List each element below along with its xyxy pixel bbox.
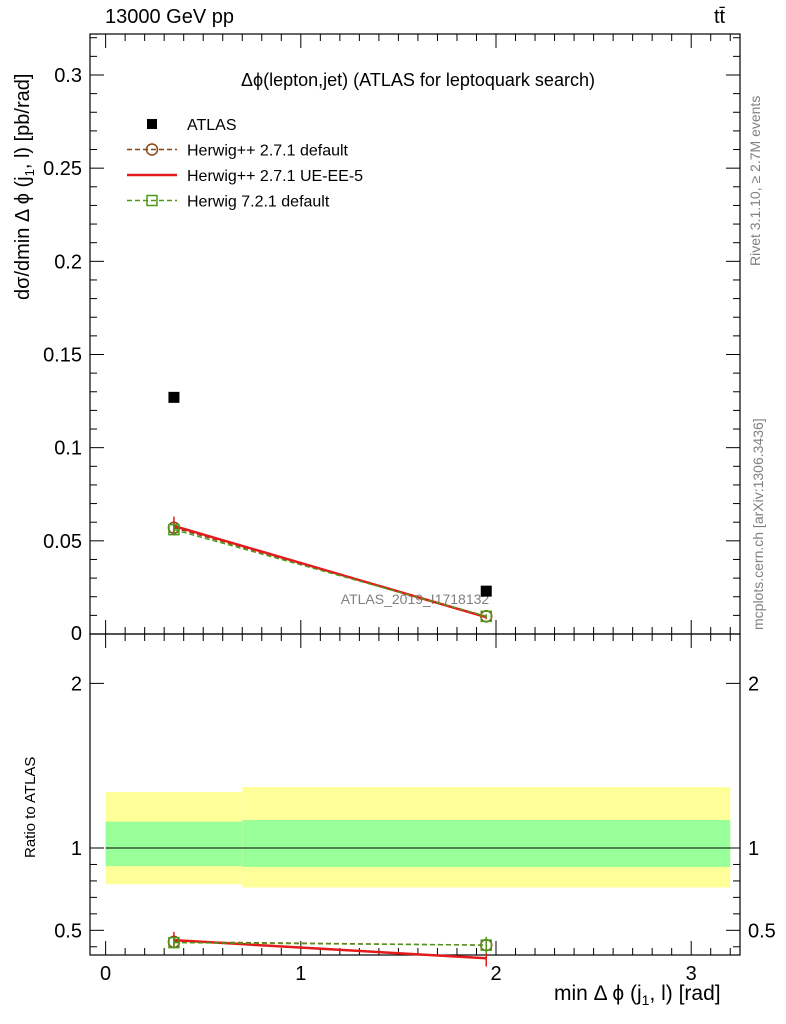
x-tick-label: 0 [100, 963, 111, 985]
ratio-uncertainty-bands [105, 787, 731, 888]
ratio-y-tick-label-left: 0.5 [54, 920, 82, 942]
ratio-series-herwig-7-2-1-default [168, 936, 492, 954]
plot-title: Δϕ(lepton,jet) (ATLAS for leptoquark sea… [241, 70, 595, 90]
ratio-series-herwig-2-7-1-ue-ee-5 [173, 931, 487, 967]
inner-band-0 [105, 821, 243, 867]
ratio-point-marker [168, 936, 180, 949]
main-point-marker [168, 523, 180, 536]
analysis-watermark: ATLAS_2019_I1718132 [341, 591, 490, 607]
inner-band-1 [242, 820, 731, 867]
ratio-y-tick-label-left: 1 [71, 838, 82, 860]
ratio-y-tick-label-left: 2 [71, 673, 82, 695]
y-tick-label: 0.15 [43, 344, 82, 366]
x-tick-label: 1 [295, 963, 306, 985]
legend-label: Herwig++ 2.7.1 default [187, 143, 349, 160]
legend-item: Herwig++ 2.7.1 default [127, 143, 349, 160]
ratio-point-marker [480, 939, 492, 951]
y-tick-label: 0.2 [54, 251, 82, 273]
legend-item: ATLAS [147, 117, 237, 134]
main-series-line [173, 528, 487, 617]
process-label: 13000 GeV pp [105, 6, 234, 28]
legend-label: Herwig 7.2.1 default [187, 194, 330, 211]
legend-marker [145, 143, 159, 156]
legend: ATLAS Herwig++ 2.7.1 default Herwig++ 2.7.… [127, 117, 363, 211]
ratio-series-line [173, 941, 487, 946]
x-tick-label: 3 [686, 963, 697, 985]
legend-marker [147, 119, 157, 129]
axis-ticks [90, 34, 740, 955]
legend-label: ATLAS [187, 117, 237, 134]
y-tick-label: 0.25 [43, 158, 82, 180]
legend-label: Herwig++ 2.7.1 UE-EE-5 [187, 168, 363, 185]
ttbar-label: tt̄ [714, 6, 726, 28]
legend-item: Herwig++ 2.7.1 UE-EE-5 [127, 168, 363, 185]
y-tick-label: 0.1 [54, 438, 82, 460]
main-series-herwig-7-2-1-default [168, 523, 492, 623]
main-series-line [173, 524, 487, 619]
legend-marker [146, 194, 158, 207]
x-axis-label: min Δ ϕ (j1, l) [rad] [554, 982, 721, 1009]
x-tick-label: 2 [490, 963, 501, 985]
main-point-marker [168, 391, 180, 403]
ratio-y-tick-label-right: 2 [748, 673, 759, 695]
y-tick-label: 0.05 [43, 531, 82, 553]
main-point-marker [480, 585, 492, 597]
y-tick-label: 0.3 [54, 65, 82, 87]
legend-item: Herwig 7.2.1 default [127, 194, 330, 211]
ratio-y-tick-label-right: 1 [748, 838, 759, 860]
main-point-marker [480, 610, 492, 623]
tick-labels: 0.05 0.1 0.15 0.2 0.25 0.3 0 0 1 2 3 0.5 0.5 1 1 2 2 [43, 65, 776, 985]
main-series-atlas [168, 391, 492, 597]
ratio-y-tick-label-right: 0.5 [748, 920, 776, 942]
y-tick-label-zero: 0 [71, 623, 82, 645]
